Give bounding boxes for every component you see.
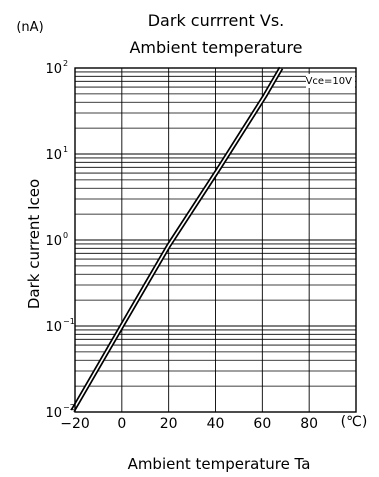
y-unit-label: (nA) <box>16 20 43 35</box>
y-axis-label: Dark current Iceo <box>25 179 43 309</box>
x-tick-label: 60 <box>253 416 271 432</box>
y-tick-label: 10 <box>45 406 62 421</box>
y-tick-exponent: −2 <box>63 403 75 412</box>
y-tick-exponent: 2 <box>63 59 68 68</box>
x-tick-label: 20 <box>160 416 178 432</box>
x-tick-label: 80 <box>300 416 318 432</box>
annotation-label: Vce=10V <box>306 76 353 87</box>
series-line-core <box>71 67 282 412</box>
x-tick-label: 0 <box>117 416 126 432</box>
plot-frame <box>74 67 357 413</box>
y-tick-exponent: −1 <box>63 317 75 326</box>
y-tick-label: 10 <box>45 234 62 249</box>
chart-title-line2: Ambient temperature <box>129 38 302 57</box>
series-group <box>70 66 284 413</box>
x-unit-label: (℃) <box>341 414 368 430</box>
x-tick-labels: −20 0 20 40 60 80 <box>60 416 318 432</box>
chart-title-line1: Dark currrent Vs. <box>148 11 285 30</box>
y-tick-exponent: 0 <box>63 231 68 240</box>
y-tick-exponent: 1 <box>63 145 68 154</box>
y-tick-label: 10 <box>45 320 62 335</box>
x-tick-label: 40 <box>207 416 225 432</box>
grid <box>75 68 356 412</box>
y-tick-label: 10 <box>45 62 62 77</box>
x-tick-label: −20 <box>60 416 90 432</box>
annotation-background <box>306 74 355 88</box>
x-axis-label: Ambient temperature Ta <box>128 455 311 473</box>
y-tick-label: 10 <box>45 148 62 163</box>
